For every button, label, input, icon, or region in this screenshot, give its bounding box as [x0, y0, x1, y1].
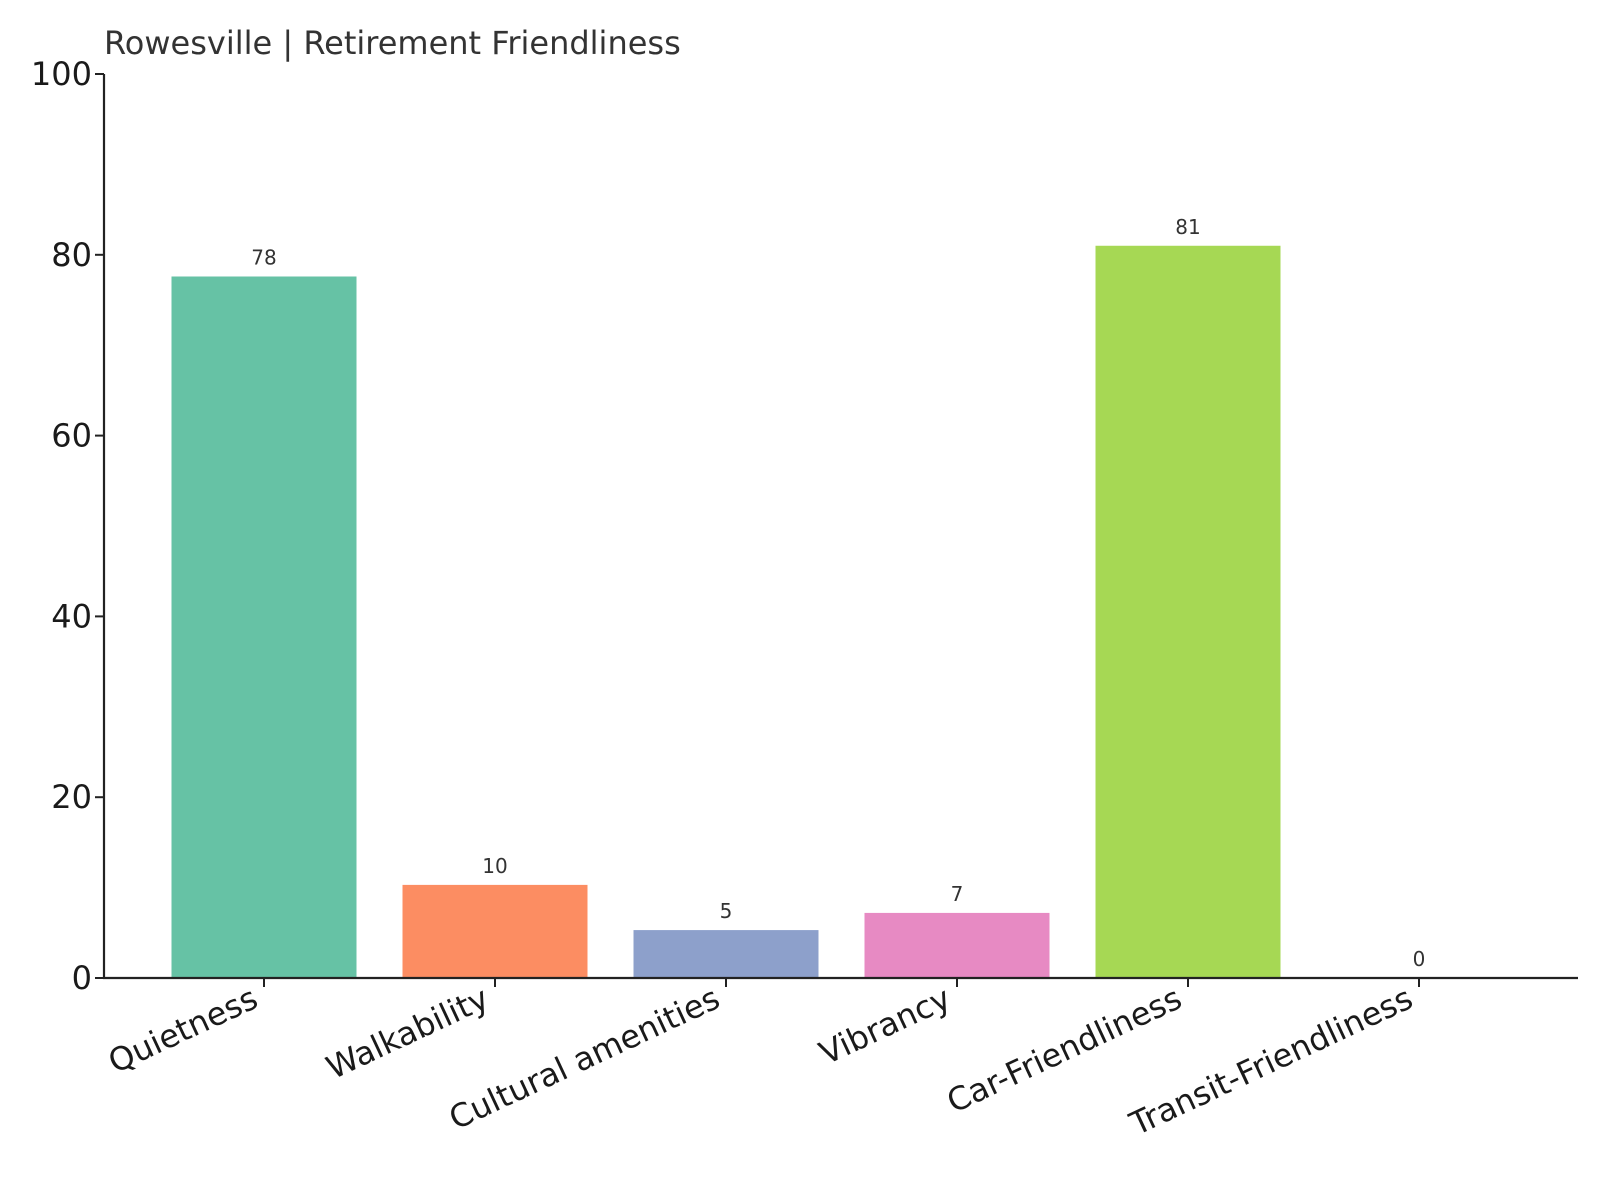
data-label-5: 0 [1413, 947, 1426, 971]
data-label-4: 81 [1175, 215, 1200, 239]
bar-4 [1095, 245, 1281, 978]
data-label-3: 7 [951, 882, 964, 906]
bar-0 [171, 276, 357, 979]
y-tick-label-2: 40 [51, 597, 92, 635]
y-tick-label-3: 60 [51, 417, 92, 455]
y-tick-label-1: 20 [51, 778, 92, 816]
x-tick-label-3: Vibrancy [813, 979, 956, 1073]
y-tick-label-4: 80 [51, 236, 92, 274]
data-label-0: 78 [251, 245, 276, 269]
y-tick-label-0: 0 [72, 959, 92, 997]
x-tick-label-0: Quietness [102, 979, 263, 1081]
bar-3 [864, 912, 1050, 978]
bar-1 [402, 884, 588, 978]
x-tick-label-1: Walkability [320, 979, 494, 1087]
chart-title: Rowesville | Retirement Friendliness [104, 24, 681, 62]
data-label-2: 5 [720, 899, 733, 923]
data-label-1: 10 [482, 854, 507, 878]
y-tick-label-5: 100 [31, 55, 92, 93]
bar-2 [633, 930, 819, 978]
